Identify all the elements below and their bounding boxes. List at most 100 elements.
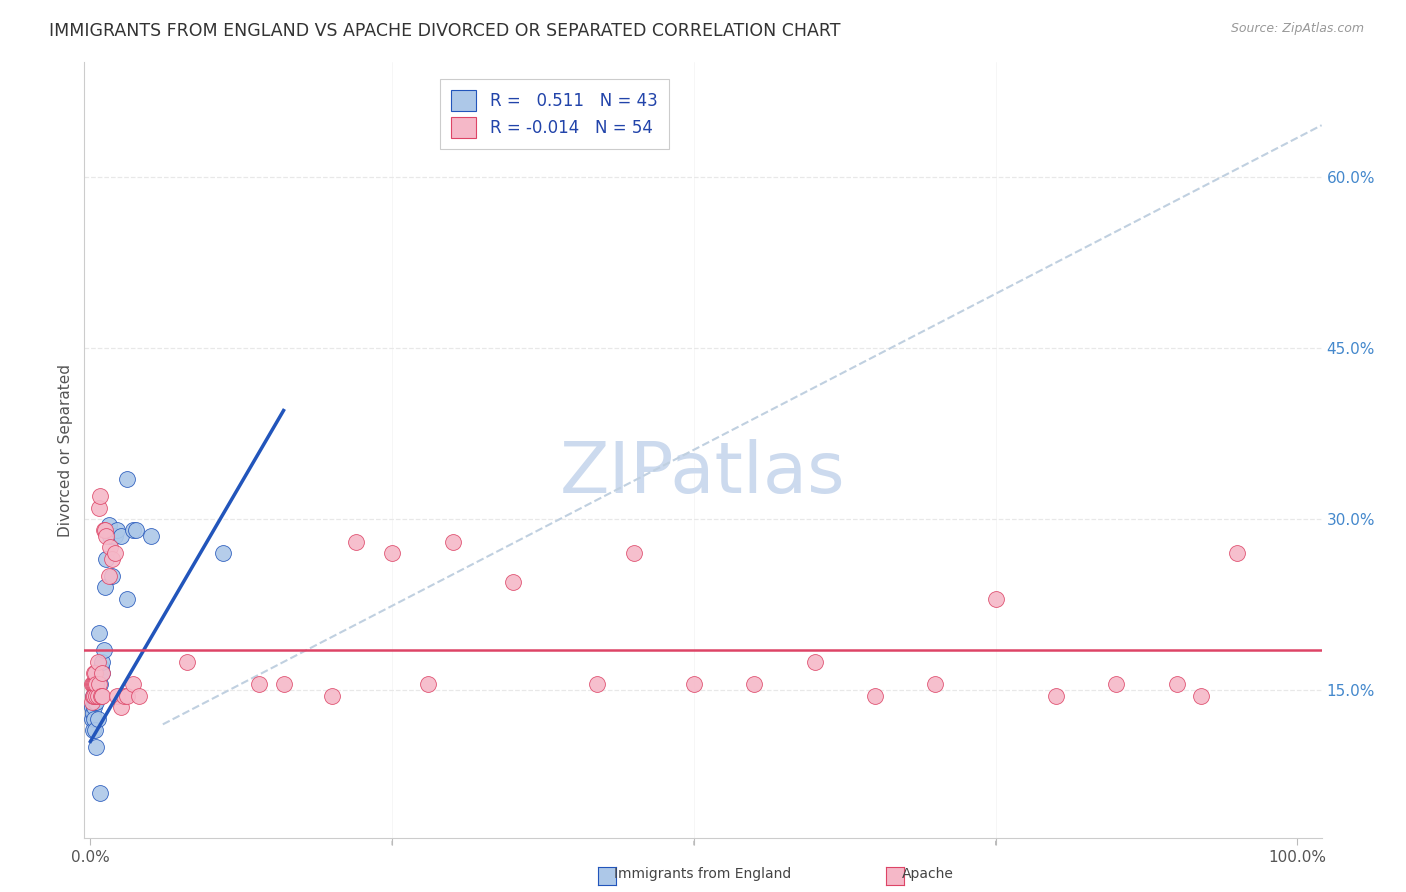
Point [89, 489, 111, 503]
Point [683, 677, 706, 691]
Point [83, 700, 105, 714]
Point [110, 700, 132, 714]
Point [89, 677, 111, 691]
Point [101, 569, 124, 583]
Point [91, 689, 114, 703]
Point [83, 694, 105, 708]
Point [84, 665, 107, 680]
Point [502, 574, 524, 589]
Point [91, 665, 114, 680]
Point [87, 626, 110, 640]
Point [97, 569, 120, 583]
Point [86, 677, 108, 691]
Point [115, 472, 138, 486]
Point [84, 723, 107, 737]
Point [90, 665, 112, 680]
Point [86, 677, 108, 691]
Point [87, 500, 110, 515]
Point [80, 700, 103, 714]
Point [91, 665, 114, 680]
Point [82, 677, 104, 691]
Text: IMMIGRANTS FROM ENGLAND VS APACHE DIVORCED OR SEPARATED CORRELATION CHART: IMMIGRANTS FROM ENGLAND VS APACHE DIVORC… [49, 22, 841, 40]
Point [89, 786, 111, 800]
Point [83, 712, 105, 726]
Point [586, 677, 609, 691]
Point [94, 581, 117, 595]
Point [84, 689, 107, 703]
Point [87, 677, 110, 691]
Point [94, 524, 117, 538]
Point [105, 689, 128, 703]
Point [121, 677, 143, 691]
Point [98, 541, 121, 555]
Point [86, 689, 108, 703]
Point [803, 655, 825, 669]
Point [115, 591, 138, 606]
Point [115, 689, 138, 703]
Point [623, 546, 645, 560]
Point [139, 529, 162, 543]
Point [381, 546, 404, 560]
Point [103, 546, 125, 560]
Point [87, 689, 110, 703]
Text: Source: ZipAtlas.com: Source: ZipAtlas.com [1230, 22, 1364, 36]
Point [83, 665, 105, 680]
Point [86, 689, 108, 703]
Text: Apache: Apache [903, 867, 953, 881]
Point [83, 677, 105, 691]
Point [84, 677, 107, 691]
Point [84, 694, 107, 708]
Point [90, 689, 112, 703]
Point [121, 524, 143, 538]
Point [98, 529, 121, 543]
Point [110, 529, 132, 543]
Point [82, 689, 104, 703]
Point [273, 677, 295, 691]
Point [93, 643, 115, 657]
Point [112, 689, 135, 703]
Point [1045, 689, 1067, 703]
Point [86, 689, 108, 703]
Point [344, 534, 367, 549]
Point [80, 712, 103, 726]
Point [128, 689, 150, 703]
Legend: R =   0.511   N = 43, R = -0.014   N = 54: R = 0.511 N = 43, R = -0.014 N = 54 [440, 78, 669, 149]
Point [94, 552, 117, 566]
Point [105, 524, 128, 538]
Point [86, 694, 108, 708]
Point [1189, 689, 1212, 703]
Point [125, 524, 148, 538]
Point [101, 552, 124, 566]
Point [94, 529, 117, 543]
Point [86, 677, 108, 691]
Point [97, 517, 120, 532]
Point [80, 677, 103, 691]
Text: Immigrants from England: Immigrants from England [614, 867, 792, 881]
Point [80, 694, 103, 708]
Point [1166, 677, 1188, 691]
Point [83, 677, 105, 691]
Point [86, 689, 108, 703]
Point [103, 529, 125, 543]
Point [93, 524, 115, 538]
Point [441, 534, 464, 549]
Text: ZIPatlas: ZIPatlas [560, 439, 846, 508]
Point [321, 689, 343, 703]
Point [90, 660, 112, 674]
Point [82, 723, 104, 737]
Point [212, 546, 235, 560]
Point [984, 591, 1007, 606]
Point [82, 689, 104, 703]
Y-axis label: Divorced or Separated: Divorced or Separated [58, 364, 73, 537]
Point [1105, 677, 1128, 691]
Point [418, 677, 440, 691]
Point [86, 740, 108, 755]
Point [89, 689, 111, 703]
Point [863, 689, 886, 703]
Point [1226, 546, 1249, 560]
Point [247, 677, 270, 691]
Point [91, 655, 114, 669]
Point [86, 712, 108, 726]
Point [86, 655, 108, 669]
Point [176, 655, 198, 669]
